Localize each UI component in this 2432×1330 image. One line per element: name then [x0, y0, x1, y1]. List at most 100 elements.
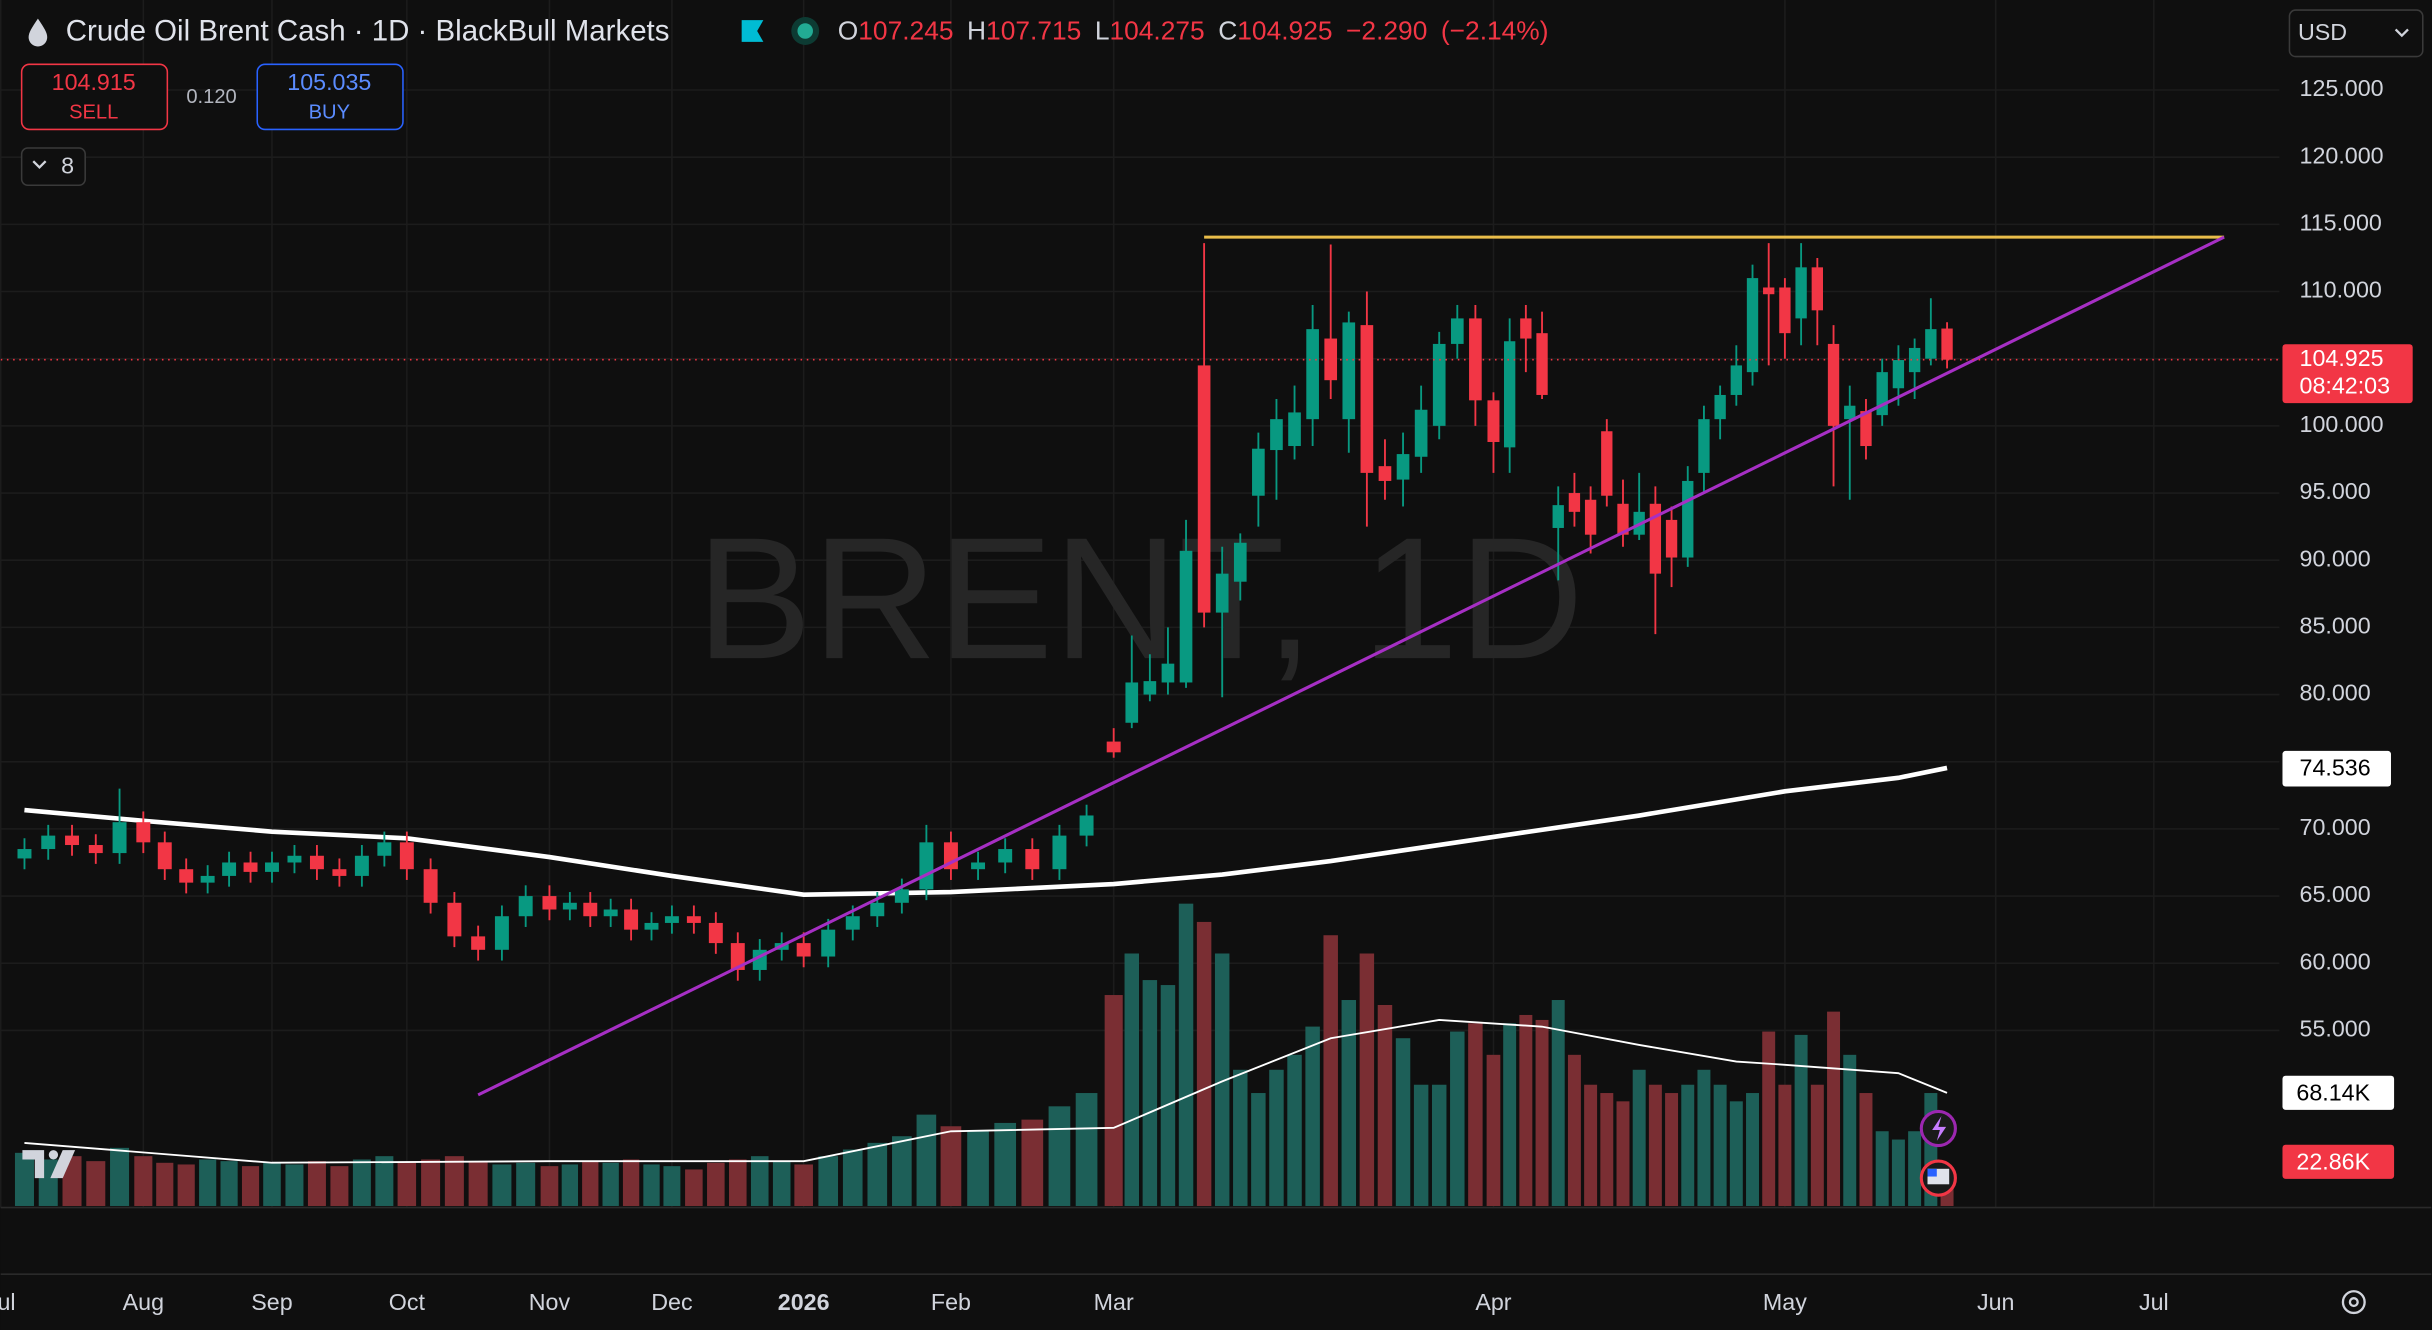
y-tick-label: 90.000 [2300, 545, 2371, 571]
ohlc-value: 107.245 [858, 16, 953, 46]
candle-body [1892, 360, 1905, 389]
volume-bar [622, 1159, 640, 1206]
volume-bar [375, 1156, 394, 1206]
x-tick-label: May [1763, 1289, 1807, 1315]
flag [1927, 1168, 1937, 1177]
status-dot [797, 23, 813, 39]
candle-body [1665, 519, 1678, 558]
volume-bar [750, 1156, 769, 1206]
candle-body [1161, 663, 1175, 683]
candle-body [1450, 318, 1464, 344]
moving-average-line [24, 765, 1948, 898]
y-tick-label: 125.000 [2300, 75, 2384, 101]
y-tick-label: 110.000 [2300, 277, 2382, 303]
volume-bar [307, 1161, 326, 1206]
volume-label: 22.86K [2296, 1149, 2370, 1175]
volume-bar [867, 1142, 888, 1206]
candle-body [471, 936, 486, 950]
volume-bar [1681, 1084, 1695, 1206]
candle-body [1252, 448, 1265, 496]
last-price-label: 104.925 [2300, 345, 2384, 371]
volume-bar [1551, 1000, 1565, 1206]
ohlc-value: 104.925 [1237, 16, 1332, 46]
candle-body [1730, 365, 1742, 395]
change-percent: (−2.14%) [1441, 16, 1549, 46]
volume-bar [110, 1147, 130, 1206]
volume-bar [1875, 1131, 1889, 1206]
volume-bar [729, 1159, 747, 1206]
candle-body [309, 855, 324, 870]
candle-body [796, 943, 811, 957]
candle-body [17, 849, 32, 859]
volume-bar [1075, 1093, 1098, 1206]
volume-bar [582, 1161, 599, 1206]
candle-body [1811, 267, 1824, 311]
x-tick-label: Jun [1977, 1289, 2015, 1315]
volume-bar [1843, 1054, 1857, 1206]
volume-bar [1323, 935, 1338, 1206]
candle-body [1860, 411, 1872, 447]
volume-bar [1891, 1139, 1905, 1206]
candle-body [518, 896, 533, 917]
x-tick-label: 2026 [778, 1289, 830, 1315]
candle-body [1941, 328, 1953, 360]
candle-body [998, 849, 1013, 863]
volume-bar [352, 1159, 371, 1206]
settings-icon[interactable] [2341, 1290, 2366, 1315]
volume-bar [1827, 1011, 1841, 1206]
candle-body [354, 855, 369, 876]
candle-body [1584, 499, 1597, 535]
volume-bar [1104, 995, 1123, 1206]
watermark: BRENT, 1D [696, 501, 1584, 695]
volume-bar [940, 1126, 962, 1206]
volume-bar [772, 1161, 791, 1206]
candle-body [1215, 573, 1229, 613]
candle-body [1568, 493, 1581, 512]
flag-icon[interactable] [741, 20, 764, 42]
candle-body [1682, 480, 1694, 558]
volume-bar [561, 1164, 579, 1206]
settings-icon-core [2348, 1297, 2359, 1308]
ohlc: O107.245 H107.715 L104.275 C104.925 −2.2… [838, 16, 1549, 46]
volume-bar [1503, 1023, 1517, 1206]
candle-body [1649, 503, 1662, 574]
candle-body [821, 929, 836, 957]
volume-bar [1178, 903, 1194, 1206]
candle-body [1827, 343, 1840, 426]
candle-body [332, 869, 347, 876]
x-tick-label: Dec [651, 1289, 693, 1315]
volume-bar [1810, 1084, 1824, 1206]
x-tick-label: Apr [1475, 1289, 1511, 1315]
y-tick-label: 100.000 [2300, 411, 2384, 437]
candle-body [1520, 318, 1532, 339]
x-tick-label: Aug [123, 1289, 164, 1315]
candle-body [971, 862, 986, 870]
grid [0, 0, 2280, 1208]
indicators-toggle[interactable] [20, 147, 86, 187]
volume-bar [177, 1164, 195, 1206]
ma-label: 74.536 [2300, 755, 2371, 781]
x-tick-label: Feb [931, 1289, 971, 1315]
volume-bar [1778, 1084, 1792, 1206]
ohlc-letter: O [838, 16, 859, 46]
candle-body [845, 916, 860, 930]
volume-bar [1486, 1054, 1501, 1206]
volume-bar [967, 1131, 989, 1206]
volume-bar [1021, 1119, 1044, 1206]
currency-select[interactable] [2288, 9, 2424, 58]
candle-body [1432, 343, 1446, 426]
candle-body [894, 889, 909, 903]
ohlc-letter: L [1095, 16, 1110, 46]
candle-body [243, 862, 258, 872]
candle-body [88, 845, 103, 854]
candle-body [542, 896, 557, 910]
candle-body [1396, 454, 1410, 480]
y-tick-label: 80.000 [2300, 680, 2371, 706]
volume-bar [892, 1136, 912, 1206]
x-tick-label: Jul [0, 1289, 16, 1315]
volume-bar [421, 1159, 441, 1206]
buy-button[interactable] [256, 63, 404, 131]
volume-ma-line [24, 1019, 1948, 1164]
sell-button[interactable] [20, 63, 169, 131]
tradingview-logo [22, 1150, 76, 1179]
